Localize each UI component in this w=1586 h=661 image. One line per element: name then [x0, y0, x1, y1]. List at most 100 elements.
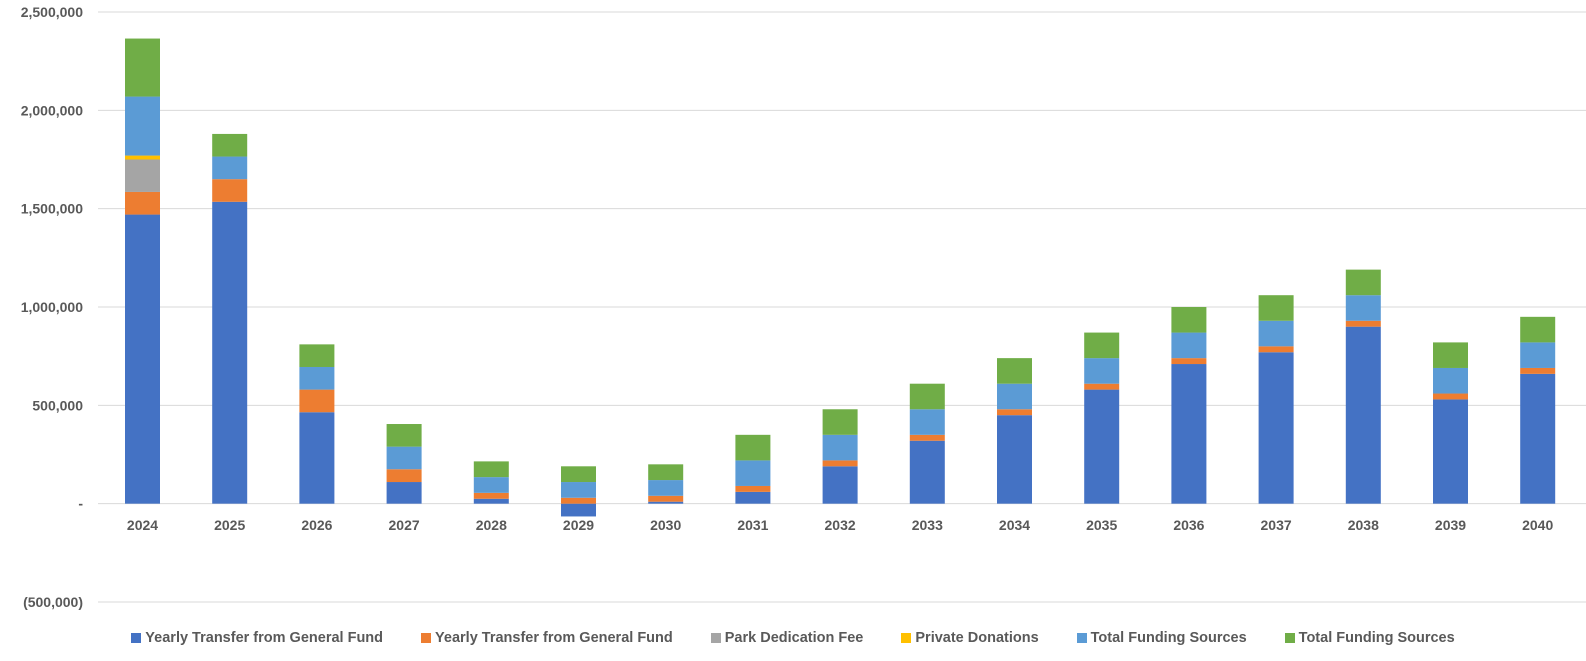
- bar-segment-2037-series-0: [1258, 352, 1294, 504]
- bar-segment-2040-series-5: [1520, 316, 1556, 343]
- x-tick-label: 2026: [301, 517, 332, 533]
- legend-label: Yearly Transfer from General Fund: [435, 630, 673, 646]
- bar-segment-2036-series-1: [1171, 358, 1207, 365]
- x-tick-label: 2035: [1086, 517, 1117, 533]
- bar-segment-2038-series-1: [1345, 320, 1381, 327]
- bar-segment-2027-series-4: [386, 446, 422, 470]
- bar-segment-2024-series-2: [125, 159, 160, 192]
- y-tick-label: 500,000: [32, 397, 83, 413]
- bar-segment-2032-series-4: [822, 434, 858, 461]
- bar-segment-2037-series-1: [1258, 346, 1294, 353]
- bar-segment-2032-series-1: [822, 460, 858, 467]
- x-tick-label: 2036: [1173, 517, 1204, 533]
- bar-segment-2029-series-1: [561, 497, 596, 504]
- bar-segment-2038-series-4: [1345, 295, 1381, 321]
- bar-segment-2024-series-3: [125, 155, 160, 160]
- x-tick-label: 2028: [476, 517, 507, 533]
- bar-segment-2027-series-5: [386, 424, 422, 447]
- bar-segment-2034-series-5: [997, 358, 1032, 384]
- bar-segment-2024-series-0: [125, 214, 160, 504]
- y-tick-label: (500,000): [23, 594, 83, 610]
- bar-segment-2034-series-0: [997, 415, 1032, 504]
- x-tick-label: 2032: [825, 517, 856, 533]
- y-tick-label: 1,500,000: [21, 201, 83, 217]
- bar-segment-2033-series-4: [909, 409, 945, 435]
- bar-segment-2025-series-0: [212, 201, 248, 504]
- legend-label: Yearly Transfer from General Fund: [145, 630, 384, 646]
- bar-segment-2028-series-4: [473, 477, 509, 493]
- legend-label: Total Funding Sources: [1090, 630, 1247, 646]
- legend-swatch: [710, 633, 721, 643]
- bar-segment-2036-series-4: [1171, 332, 1207, 359]
- bar-segment-2024-series-1: [125, 191, 160, 215]
- bar-segment-2030-series-1: [648, 495, 684, 502]
- bar-segment-2031-series-5: [735, 434, 771, 461]
- legend-swatch: [1076, 633, 1087, 643]
- bar-segment-2028-series-0: [473, 498, 509, 504]
- bar-segment-2038-series-5: [1345, 269, 1381, 296]
- bars: [125, 38, 1556, 517]
- bar-segment-2037-series-5: [1258, 295, 1294, 321]
- bar-segment-2029-series-4: [561, 482, 596, 498]
- legend-item: Yearly Transfer from General Fund: [421, 626, 673, 650]
- legend-swatch: [901, 633, 912, 643]
- x-tick-label: 2034: [999, 517, 1030, 533]
- bar-segment-2026-series-4: [299, 366, 335, 390]
- x-tick-label: 2040: [1522, 517, 1553, 533]
- bar-segment-2034-series-1: [997, 409, 1032, 416]
- y-tick-label: 2,000,000: [21, 102, 83, 118]
- legend-label: Private Donations: [915, 630, 1039, 646]
- bar-segment-2031-series-1: [735, 485, 771, 492]
- bar-segment-2035-series-0: [1084, 389, 1120, 504]
- legend-swatch: [421, 633, 432, 643]
- x-tick-label: 2025: [214, 517, 245, 533]
- bar-segment-2027-series-1: [386, 469, 422, 483]
- x-tick-label: 2037: [1261, 517, 1292, 533]
- x-tick-label: 2027: [389, 517, 420, 533]
- y-tick-label: -: [78, 496, 83, 512]
- bar-segment-2035-series-1: [1084, 383, 1120, 390]
- y-tick-label: 1,000,000: [21, 299, 83, 315]
- bar-segment-2035-series-5: [1084, 332, 1120, 359]
- y-axis-tick-labels: 2,500,000 2,000,000 1,500,000 1,000,000 500,…: [21, 4, 84, 610]
- legend-item: Park Dedication Fee: [710, 626, 864, 650]
- x-tick-label: 2039: [1435, 517, 1466, 533]
- x-tick-label: 2029: [563, 517, 594, 533]
- bar-segment-2039-series-0: [1433, 399, 1468, 504]
- bar-segment-2040-series-0: [1520, 373, 1556, 504]
- bar-segment-2028-series-1: [473, 492, 509, 499]
- bar-segment-2032-series-5: [822, 409, 858, 435]
- bar-segment-2038-series-0: [1345, 326, 1381, 504]
- bar-segment-2024-series-4: [125, 96, 160, 156]
- x-tick-label: 2030: [650, 517, 681, 533]
- bar-segment-2029-series-0: [561, 503, 596, 517]
- bar-segment-2039-series-4: [1433, 367, 1468, 394]
- legend-item: Total Funding Sources: [1076, 626, 1247, 650]
- bar-segment-2026-series-1: [299, 389, 335, 413]
- x-tick-label: 2024: [127, 517, 158, 533]
- y-tick-label: 2,500,000: [21, 4, 83, 20]
- bar-segment-2026-series-0: [299, 412, 335, 504]
- bar-segment-2025-series-4: [212, 156, 248, 180]
- bar-segment-2036-series-0: [1171, 364, 1207, 504]
- bar-segment-2032-series-0: [822, 466, 858, 504]
- bar-segment-2039-series-5: [1433, 342, 1468, 368]
- bar-segment-2030-series-4: [648, 480, 684, 496]
- bar-segment-2028-series-5: [473, 461, 509, 478]
- bar-segment-2030-series-0: [648, 501, 684, 504]
- bar-segment-2035-series-4: [1084, 358, 1120, 384]
- bar-segment-2030-series-5: [648, 464, 684, 481]
- x-tick-label: 2038: [1348, 517, 1379, 533]
- legend-label: Park Dedication Fee: [724, 630, 864, 646]
- bar-segment-2039-series-1: [1433, 393, 1468, 400]
- bar-segment-2040-series-1: [1520, 367, 1556, 374]
- bar-segment-2027-series-0: [386, 482, 422, 504]
- bar-segment-2034-series-4: [997, 383, 1032, 410]
- bar-segment-2029-series-5: [561, 466, 596, 483]
- legend-item: Total Funding Sources: [1284, 626, 1455, 650]
- bar-segment-2033-series-0: [909, 440, 945, 504]
- bar-segment-2026-series-5: [299, 344, 335, 367]
- legend-label: Total Funding Sources: [1298, 630, 1455, 646]
- bar-segment-2033-series-5: [909, 383, 945, 410]
